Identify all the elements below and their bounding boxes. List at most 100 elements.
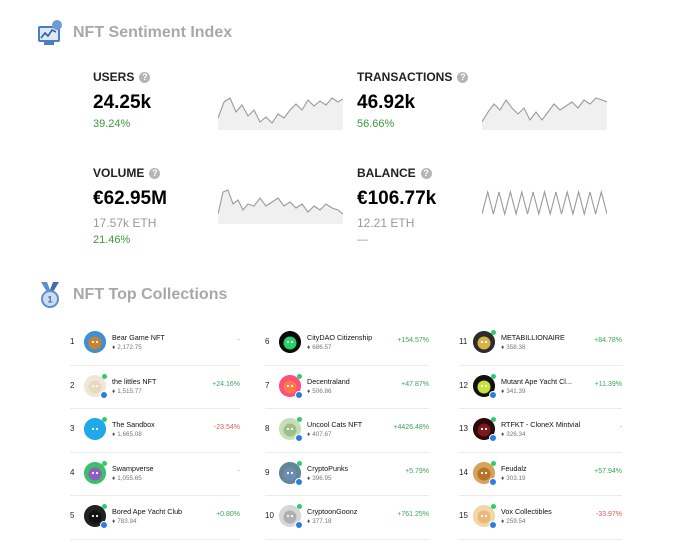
stat-value: 46.92k xyxy=(357,92,416,113)
collection-row[interactable]: 9 CryptoPunks ♦ 396.95 +5.79% xyxy=(265,453,429,496)
collection-rank: 5 xyxy=(70,511,75,520)
collection-change: +761.25% xyxy=(397,511,429,518)
eth-icon: ♦ xyxy=(307,387,311,395)
collection-row[interactable]: 7 Decentraland ♦ 506.86 +47.87% xyxy=(265,366,429,409)
collection-row[interactable]: 8 Uncool Cats NFT ♦ 407.67 +4426.48% xyxy=(265,409,429,453)
collection-avatar[interactable] xyxy=(279,331,301,353)
collection-change: +4426.48% xyxy=(393,424,429,431)
collection-row[interactable]: 13 RTFKT - CloneX Mintvial ♦ 326.34 - xyxy=(459,409,622,453)
collection-avatar[interactable] xyxy=(84,373,108,399)
collection-avatar[interactable] xyxy=(473,504,497,529)
collection-row[interactable]: 12 Mutant Ape Yacht Cl... ♦ 341.39 +11.39% xyxy=(459,366,622,409)
stat-eth: 17.57k ETH xyxy=(93,216,157,230)
collection-row[interactable]: 2 the littles NFT ♦ 1,515.77 +24.16% xyxy=(70,366,240,409)
collection-row[interactable]: 14 Feudalz ♦ 303.19 +57.94% xyxy=(459,453,622,496)
collection-avatar[interactable] xyxy=(473,330,496,353)
collection-name[interactable]: Mutant Ape Yacht Cl... xyxy=(501,376,572,386)
verified-icon xyxy=(295,521,303,529)
help-icon[interactable]: ? xyxy=(149,167,161,179)
collection-name[interactable]: METABILLIONAIRE xyxy=(501,333,565,342)
collection-logo-icon xyxy=(84,418,106,440)
stat-value: 24.25k xyxy=(93,92,152,113)
stat-balance: BALANCE ? €106.77k 12.21 ETH — xyxy=(357,166,617,266)
collection-avatar[interactable] xyxy=(279,460,303,486)
floor-value: 1,665.08 xyxy=(117,431,142,438)
collection-avatar[interactable] xyxy=(473,373,497,399)
collection-row[interactable]: 4 Swampverse ♦ 1,055.65- xyxy=(70,453,240,496)
collection-rank: 13 xyxy=(459,424,468,433)
collection-floor: ♦ 1,055.65 xyxy=(112,475,142,482)
eth-icon: ♦ xyxy=(112,431,116,438)
stat-label: BALANCE xyxy=(357,166,416,180)
collection-name[interactable]: CryptoPunks xyxy=(307,463,349,473)
collection-name[interactable]: Bear Game NFT xyxy=(112,333,165,342)
stat-label: TRANSACTIONS xyxy=(357,70,453,84)
collections-header: 1 NFT Top Collections xyxy=(35,280,227,310)
collection-name[interactable]: Vox Collectibles xyxy=(501,507,552,516)
collection-avatar[interactable] xyxy=(473,460,497,486)
balance-sparkline xyxy=(482,189,607,217)
floor-value: 1,515.77 xyxy=(117,387,142,395)
collection-change: +47.87% xyxy=(401,380,429,388)
floor-value: 358.38 xyxy=(506,344,526,351)
section-title: NFT Top Collections xyxy=(73,286,228,303)
collection-avatar[interactable] xyxy=(279,504,303,529)
collection-avatar[interactable] xyxy=(84,417,107,440)
help-icon[interactable]: ? xyxy=(457,71,469,83)
online-dot-icon xyxy=(491,417,496,422)
collection-row[interactable]: 3 The Sandbox ♦ 1,665.08 -23.54% xyxy=(70,409,240,453)
collection-row[interactable]: 5 Bored Ape Yacht Club ♦ 783.94 +0.80% xyxy=(70,496,240,540)
collection-name[interactable]: CryptoonGoonz xyxy=(307,507,358,516)
collection-name[interactable]: Bored Ape Yacht Club xyxy=(112,507,183,516)
collection-name[interactable]: The Sandbox xyxy=(112,420,155,429)
collection-change: - xyxy=(619,424,622,431)
collection-avatar[interactable] xyxy=(279,417,303,442)
collection-avatar[interactable] xyxy=(473,417,497,442)
collection-name[interactable]: Swampverse xyxy=(112,463,154,473)
help-icon[interactable]: ? xyxy=(139,71,151,83)
eth-icon: ♦ xyxy=(501,431,505,438)
transactions-sparkline xyxy=(482,97,607,130)
collection-rank: 3 xyxy=(70,424,75,433)
collection-rank: 2 xyxy=(70,380,75,390)
online-dot-icon xyxy=(297,417,302,422)
verified-icon xyxy=(295,434,303,442)
collection-change: -23.54% xyxy=(213,424,240,431)
collection-name[interactable]: Uncool Cats NFT xyxy=(307,420,363,429)
online-dot-icon xyxy=(297,504,302,509)
collections-column-1: 1 Bear Game NFT ♦ 2,172.75-2 the littles NFT… xyxy=(70,322,240,540)
collection-row[interactable]: 6 CityDAO Citizenship ♦ 686.57 +154.57% xyxy=(265,322,429,366)
verified-icon xyxy=(100,390,108,399)
collection-name[interactable]: RTFKT - CloneX Mintvial xyxy=(501,420,581,429)
collection-change: +84.78% xyxy=(594,337,622,344)
online-dot-icon xyxy=(491,504,496,509)
collection-logo-icon xyxy=(84,461,106,484)
collection-row[interactable]: 10 CryptoonGoonz ♦ 377.18 +761.25% xyxy=(265,496,429,540)
collection-name[interactable]: Decentraland xyxy=(307,376,350,386)
online-dot-icon xyxy=(102,460,107,466)
collection-avatar[interactable] xyxy=(84,504,108,529)
collection-floor: ♦ 2,172.75 xyxy=(112,344,142,351)
stat-transactions: TRANSACTIONS ? 46.92k 56.66% xyxy=(357,70,617,170)
collection-row[interactable]: 11 METABILLIONAIRE ♦ 358.38 +84.78% xyxy=(459,322,622,366)
collection-avatar[interactable] xyxy=(84,331,106,353)
help-icon[interactable]: ? xyxy=(420,167,432,179)
eth-icon: ♦ xyxy=(501,474,505,482)
collection-avatar[interactable] xyxy=(279,373,303,399)
eth-icon: ♦ xyxy=(112,474,116,482)
collections-column-3: 11 METABILLIONAIRE ♦ 358.38 +84.78% 12 Mutant … xyxy=(459,322,622,540)
users-sparkline xyxy=(218,97,343,130)
collection-rank: 9 xyxy=(265,467,270,477)
collection-row[interactable]: 1 Bear Game NFT ♦ 2,172.75 - xyxy=(70,322,240,366)
collection-name[interactable]: the littles NFT xyxy=(112,376,157,386)
collection-floor: ♦ 1,665.08 xyxy=(112,431,142,438)
collection-rank: 14 xyxy=(459,467,468,477)
collection-name[interactable]: Feudalz xyxy=(501,463,527,473)
eth-icon: ♦ xyxy=(501,387,505,395)
collection-avatar[interactable] xyxy=(84,460,107,484)
collection-name[interactable]: CityDAO Citizenship xyxy=(307,333,373,342)
collection-floor: ♦ 407.67 xyxy=(307,431,331,438)
floor-value: 303.19 xyxy=(506,474,526,482)
stat-label: USERS xyxy=(93,70,135,84)
collection-row[interactable]: 15 Vox Collectibles ♦ 259.54 -33.97% xyxy=(459,496,622,540)
